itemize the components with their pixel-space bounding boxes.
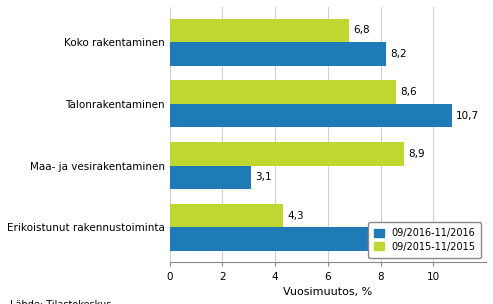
Text: 4,3: 4,3 — [287, 211, 304, 221]
Legend: 09/2016-11/2016, 09/2015-11/2015: 09/2016-11/2016, 09/2015-11/2015 — [368, 222, 481, 257]
X-axis label: Vuosimuutos, %: Vuosimuutos, % — [283, 287, 373, 297]
Text: 3,1: 3,1 — [255, 172, 272, 182]
Text: 6,8: 6,8 — [353, 25, 370, 35]
Text: Lähde: Tilastokeskus: Lähde: Tilastokeskus — [10, 300, 111, 304]
Bar — [170, 204, 283, 227]
Text: 7,9: 7,9 — [382, 234, 398, 244]
Bar — [170, 142, 404, 166]
Bar — [170, 166, 251, 189]
Text: 8,2: 8,2 — [390, 49, 406, 59]
Bar — [170, 80, 396, 104]
Bar — [170, 42, 386, 66]
Bar — [170, 227, 378, 251]
Bar — [170, 104, 452, 127]
Text: 8,6: 8,6 — [400, 87, 417, 97]
Bar — [170, 19, 349, 42]
Text: 8,9: 8,9 — [408, 149, 425, 159]
Text: 10,7: 10,7 — [456, 111, 479, 121]
